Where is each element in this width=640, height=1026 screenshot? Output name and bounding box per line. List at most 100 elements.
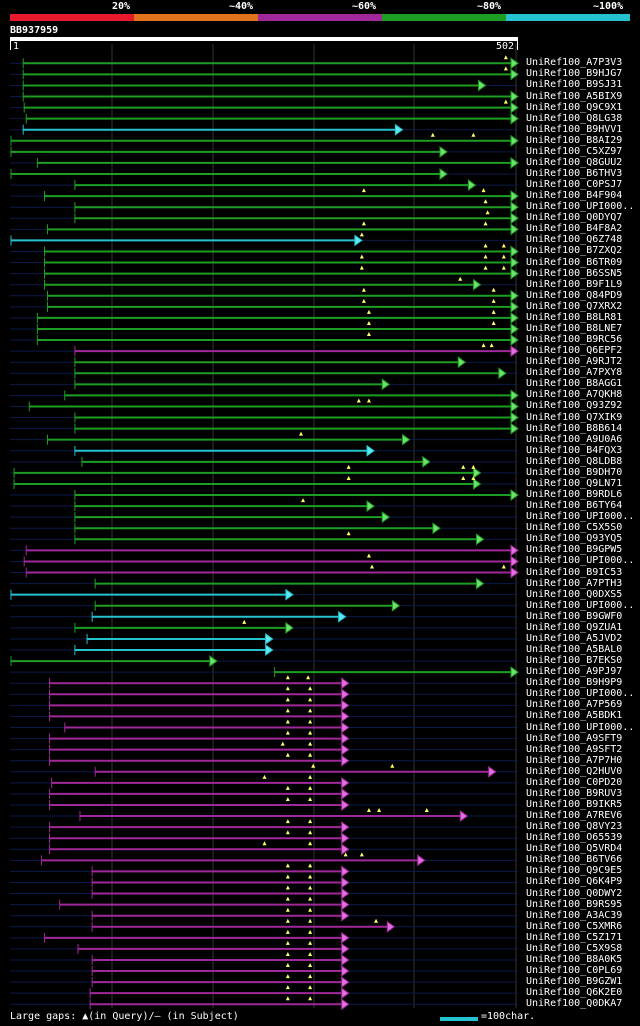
hit-label[interactable]: UniRef100_A5BDK1 — [526, 710, 623, 722]
hit-label[interactable]: UniRef100_B4F8A2 — [526, 223, 623, 235]
hit-label[interactable]: UniRef100_Q8LDB8 — [526, 455, 623, 467]
hit-arrow — [439, 145, 448, 158]
hit-label[interactable]: UniRef100_A5BIX9 — [526, 90, 623, 102]
hit-label[interactable]: UniRef100_C5XMR6 — [526, 920, 623, 932]
hit-label[interactable]: UniRef100_B8B614 — [526, 422, 623, 434]
hit-label[interactable]: UniRef100_C5Z171 — [526, 931, 623, 943]
hit-label[interactable]: UniRef100_B6TY64 — [526, 500, 623, 512]
hit-label[interactable]: UniRef100_C0PSJ7 — [526, 179, 623, 191]
hit-label[interactable]: UniRef100_A3AC39 — [526, 909, 623, 921]
hit-label[interactable]: UniRef100_B9RUV3 — [526, 787, 623, 799]
hit-label[interactable]: UniRef100_C5X5S0 — [526, 522, 623, 534]
hit-label[interactable]: UniRef100_UPI000.. — [526, 511, 635, 523]
hit-label[interactable]: UniRef100_B4FQX3 — [526, 444, 623, 456]
hit-label[interactable]: UniRef100_B6TR09 — [526, 256, 623, 268]
hit-row — [10, 763, 518, 778]
hit-label[interactable]: UniRef100_B9GPW5 — [526, 544, 623, 556]
hit-label[interactable]: UniRef100_A7P7H0 — [526, 754, 623, 766]
hit-label[interactable]: UniRef100_Q2HUV0 — [526, 765, 623, 777]
hit-label[interactable]: UniRef100_UPI000.. — [526, 599, 635, 611]
hit-label[interactable]: UniRef100_Q6K2E0 — [526, 987, 623, 999]
hit-arrow — [341, 876, 350, 889]
hit-arrow — [510, 212, 519, 225]
hit-label[interactable]: UniRef100_B9RDL6 — [526, 489, 623, 501]
hit-label[interactable]: UniRef100_B6SSN5 — [526, 267, 623, 279]
hit-label[interactable]: UniRef100_A9SFT2 — [526, 743, 623, 755]
hit-label[interactable]: UniRef100_B9HVV1 — [526, 123, 623, 135]
hit-label[interactable]: UniRef100_A7PTH3 — [526, 577, 623, 589]
hit-arrow — [341, 843, 350, 856]
hit-label[interactable]: UniRef100_B9H9P9 — [526, 677, 623, 689]
hit-label[interactable]: UniRef100_Q5VRD4 — [526, 843, 623, 855]
hit-label[interactable]: UniRef100_Q84PD9 — [526, 289, 623, 301]
hit-label[interactable]: UniRef100_B9DH70 — [526, 466, 623, 478]
hit-label[interactable]: UniRef100_Q93YQ5 — [526, 533, 623, 545]
hit-label[interactable]: UniRef100_A7REV6 — [526, 810, 623, 822]
hit-label[interactable]: UniRef100_UPI000.. — [526, 555, 635, 567]
hit-label[interactable]: UniRef100_B7ZXQ2 — [526, 245, 623, 257]
hit-label[interactable]: UniRef100_A7PXY8 — [526, 367, 623, 379]
hit-label[interactable]: UniRef100_B9SJ31 — [526, 79, 623, 91]
hit-label[interactable]: UniRef100_B9HJG7 — [526, 68, 623, 80]
hit-label[interactable]: UniRef100_UPI000.. — [526, 688, 635, 700]
hit-label[interactable]: UniRef100_B9F1L9 — [526, 278, 623, 290]
hit-label[interactable]: UniRef100_Q9C9X1 — [526, 101, 623, 113]
hit-label[interactable]: UniRef100_B6THV3 — [526, 168, 623, 179]
hit-label[interactable]: UniRef100_A5BAL0 — [526, 644, 623, 655]
hit-label[interactable]: UniRef100_Q0DYQ7 — [526, 212, 623, 224]
hit-row — [10, 951, 518, 966]
hit-label[interactable]: UniRef100_Q0DXS5 — [526, 588, 623, 600]
hit-label[interactable]: UniRef100_A7P3V3 — [526, 57, 623, 69]
hit-label[interactable]: UniRef100_Q8GUU2 — [526, 156, 623, 168]
hit-label[interactable]: UniRef100_Q0DWY2 — [526, 887, 623, 899]
hit-label[interactable]: UniRef100_A9SFT9 — [526, 732, 623, 744]
query-gap-marker — [308, 896, 313, 901]
hit-label[interactable]: UniRef100_Q9ZUA1 — [526, 621, 623, 633]
hit-label[interactable]: UniRef100_A7QKH8 — [526, 389, 623, 401]
hit-label[interactable]: UniRef100_Q93Z92 — [526, 400, 623, 412]
hit-label[interactable]: UniRef100_A5JVD2 — [526, 632, 623, 644]
hit-row — [10, 863, 518, 878]
hit-label[interactable]: UniRef100_Q7XRX2 — [526, 300, 623, 312]
hit-label[interactable]: UniRef100_A7P569 — [526, 699, 623, 711]
hit-arrow — [341, 721, 350, 734]
hit-label[interactable]: UniRef100_Q6K4P9 — [526, 876, 623, 888]
hit-label[interactable]: UniRef100_B8A0K5 — [526, 953, 623, 965]
hit-arrow — [439, 168, 448, 180]
hit-label[interactable]: UniRef100_O65539 — [526, 832, 623, 844]
hit-label[interactable]: UniRef100_B8LR81 — [526, 311, 623, 323]
hit-label[interactable]: UniRef100_A9PJ97 — [526, 666, 623, 678]
hit-label[interactable]: UniRef100_UPI000.. — [526, 721, 635, 733]
hit-label[interactable]: UniRef100_A9U0A6 — [526, 433, 623, 445]
hit-label[interactable]: UniRef100_Q6Z748 — [526, 234, 623, 246]
hit-label[interactable]: UniRef100_C5XZ97 — [526, 145, 623, 157]
hit-label[interactable]: UniRef100_Q7XIK9 — [526, 411, 623, 423]
hit-label[interactable]: UniRef100_B9RC56 — [526, 334, 623, 346]
hit-label[interactable]: UniRef100_B9GWF0 — [526, 610, 623, 622]
hit-label[interactable]: UniRef100_B9IC53 — [526, 566, 623, 578]
query-gap-marker — [361, 298, 366, 303]
hit-label[interactable]: UniRef100_Q9C9E5 — [526, 865, 623, 877]
hit-label[interactable]: UniRef100_C0PD20 — [526, 776, 623, 788]
hit-label[interactable]: UniRef100_B9RS95 — [526, 898, 623, 910]
hit-label[interactable]: UniRef100_B9IKR5 — [526, 798, 623, 810]
hit-label[interactable]: UniRef100_Q0DKA7 — [526, 998, 623, 1010]
hit-label[interactable]: UniRef100_B8AI29 — [526, 134, 623, 146]
hit-label[interactable]: UniRef100_B7EKS0 — [526, 655, 623, 667]
hit-label[interactable]: UniRef100_B9GZW1 — [526, 976, 623, 988]
query-gap-marker — [308, 796, 313, 801]
hit-label[interactable]: UniRef100_B8LNE7 — [526, 322, 623, 334]
query-gap-marker — [285, 785, 290, 790]
hit-label[interactable]: UniRef100_A9RJT2 — [526, 356, 623, 368]
hit-label[interactable]: UniRef100_B4F904 — [526, 190, 623, 202]
hit-label[interactable]: UniRef100_Q9LN71 — [526, 477, 623, 489]
hit-label[interactable]: UniRef100_C5X9S8 — [526, 942, 623, 954]
hit-label[interactable]: UniRef100_Q8VY23 — [526, 821, 623, 833]
query-gap-marker — [285, 940, 290, 945]
hit-label[interactable]: UniRef100_UPI000.. — [526, 201, 635, 213]
hit-label[interactable]: UniRef100_Q8LG38 — [526, 112, 623, 124]
hit-label[interactable]: UniRef100_C0PL69 — [526, 965, 623, 977]
hit-label[interactable]: UniRef100_Q6EPF2 — [526, 345, 623, 357]
hit-label[interactable]: UniRef100_B6TV66 — [526, 854, 623, 866]
hit-label[interactable]: UniRef100_B8AGG1 — [526, 378, 623, 390]
